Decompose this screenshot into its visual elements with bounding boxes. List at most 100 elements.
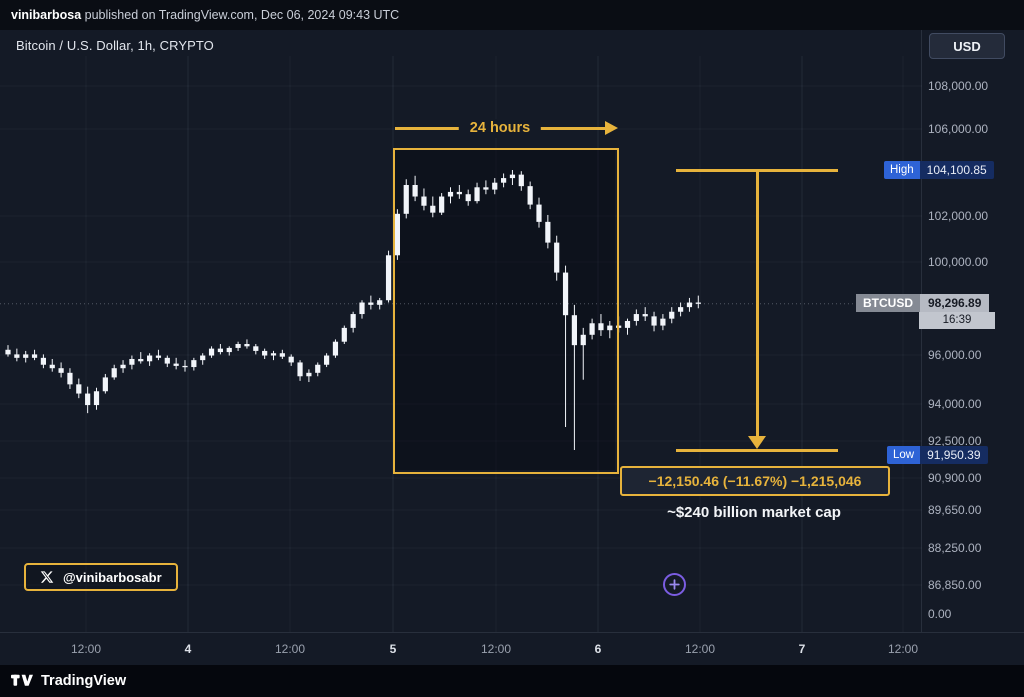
candle-body xyxy=(456,191,462,195)
low-price-label: Low 91,950.39 xyxy=(887,446,988,464)
low-value: 91,950.39 xyxy=(920,446,988,464)
candle-body xyxy=(49,364,55,369)
candle-body xyxy=(501,178,507,183)
candle-body xyxy=(244,344,250,347)
candle-body xyxy=(23,354,29,358)
high-price-label: High 104,100.85 xyxy=(884,161,994,179)
candle-body xyxy=(509,174,516,179)
low-tag: Low xyxy=(887,446,921,464)
footer-brand: TradingView xyxy=(41,673,127,689)
bar-countdown: 16:39 xyxy=(919,312,995,329)
candle-body xyxy=(562,272,569,316)
candle-body xyxy=(182,365,188,368)
currency-button[interactable]: USD xyxy=(929,33,1005,59)
candle-body xyxy=(394,213,400,256)
candle-body xyxy=(421,196,427,206)
chart-region: 108,000.00 106,000.00 102,000.00 100,000.00… xyxy=(0,30,1024,665)
candle-body xyxy=(270,353,277,356)
candle-body xyxy=(226,347,232,353)
measure-vertical-line[interactable] xyxy=(756,170,759,437)
candle-body xyxy=(14,354,20,358)
time-axis-separator xyxy=(0,632,1024,633)
last-price-row: BTCUSD 98,296.89 xyxy=(856,294,995,312)
candle-body xyxy=(332,341,339,356)
highlight-box[interactable] xyxy=(393,148,619,474)
candle-body xyxy=(642,314,648,317)
candle-body xyxy=(120,364,126,369)
candle-body xyxy=(262,350,268,356)
candlestick-plot[interactable] xyxy=(0,30,922,632)
publish-info: published on TradingView.com, Dec 06, 20… xyxy=(81,8,400,22)
candle-body xyxy=(200,355,206,361)
candle-body xyxy=(598,323,604,331)
candle-body xyxy=(359,302,365,315)
author-watermark-badge: @vinibarbosabr xyxy=(24,563,178,591)
candle-body xyxy=(129,358,135,365)
candle-body xyxy=(686,302,693,308)
candle-body xyxy=(474,187,480,202)
candle-body xyxy=(93,391,100,406)
last-price-value: 98,296.89 xyxy=(920,294,990,312)
candle-body xyxy=(624,320,631,328)
candle-body xyxy=(607,325,613,331)
candle-body xyxy=(589,323,595,335)
time-axis[interactable] xyxy=(0,632,1024,665)
chart-action-button[interactable] xyxy=(663,573,686,596)
candle-body xyxy=(5,349,11,355)
candle-body xyxy=(31,354,38,358)
candle-body xyxy=(40,357,46,365)
publish-bar: vinibarbosa published on TradingView.com… xyxy=(0,0,1024,30)
price-axis[interactable] xyxy=(922,30,1024,632)
candle-body xyxy=(111,368,117,378)
candle-body xyxy=(483,187,489,190)
candle-body xyxy=(191,360,197,368)
candle-body xyxy=(695,302,701,304)
x-logo-icon xyxy=(40,571,54,583)
candle-body xyxy=(85,393,91,406)
last-price-label: BTCUSD 98,296.89 16:39 xyxy=(856,294,995,329)
candle-body xyxy=(492,182,498,190)
candle-body xyxy=(341,327,347,342)
candle-body xyxy=(536,204,542,222)
candle-body xyxy=(377,300,383,305)
publish-author: vinibarbosa xyxy=(11,8,82,22)
candle-body xyxy=(527,186,533,205)
candle-body xyxy=(403,184,409,214)
candle-body xyxy=(253,346,259,351)
measure-arrowhead-icon xyxy=(748,436,766,449)
candle-body xyxy=(297,362,303,377)
candle-body xyxy=(208,348,215,356)
candle-body xyxy=(164,357,170,364)
candle-body xyxy=(279,353,285,357)
candle-body xyxy=(412,184,418,197)
candle-body xyxy=(155,355,162,358)
highlight-box-fill xyxy=(393,148,615,470)
price-change-label[interactable]: −12,150.46 (−11.67%) −1,215,046 xyxy=(620,466,890,496)
candle-body xyxy=(651,316,657,326)
candle-body xyxy=(217,348,223,353)
candle-body xyxy=(447,191,454,197)
candle-body xyxy=(439,196,445,213)
candle-body xyxy=(545,221,551,243)
candle-body xyxy=(315,364,321,373)
candle-body xyxy=(571,315,577,346)
plus-icon xyxy=(669,579,680,590)
candle-body xyxy=(385,255,392,301)
high-tag: High xyxy=(884,161,920,179)
candle-body xyxy=(580,334,586,346)
duration-label[interactable]: 24 hours xyxy=(458,119,542,138)
candle-body xyxy=(138,358,144,362)
candle-body xyxy=(633,314,639,321)
candle-body xyxy=(465,194,471,202)
candle-body xyxy=(173,363,179,366)
candle-body xyxy=(102,377,108,392)
symbol-chip: BTCUSD xyxy=(856,294,920,312)
symbol-title: Bitcoin / U.S. Dollar, 1h, CRYPTO xyxy=(16,38,214,53)
candle-body xyxy=(76,384,82,394)
footer-bar: TradingView xyxy=(0,665,1024,697)
candle-body xyxy=(678,307,684,312)
candle-body xyxy=(288,356,294,363)
measure-low-line[interactable] xyxy=(676,449,838,452)
candle-body xyxy=(58,368,64,373)
